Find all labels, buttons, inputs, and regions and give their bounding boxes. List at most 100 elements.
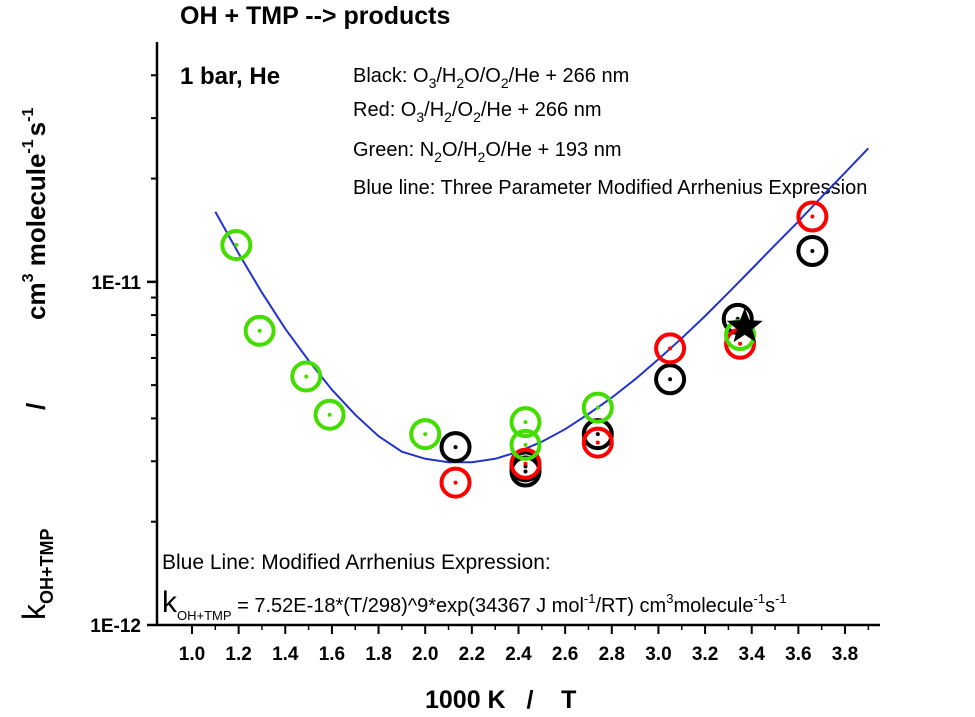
- star-marker: [726, 307, 763, 343]
- legend-line: Green: N2O/H2O/He + 193 nm: [353, 139, 622, 165]
- data-point: [654, 363, 687, 396]
- data-point: [509, 428, 542, 461]
- data-point-dot: [595, 405, 600, 410]
- y-axis-units-s: s: [21, 122, 51, 136]
- data-point-ring: [243, 314, 276, 347]
- legend-subscript: 3: [429, 75, 437, 91]
- legend-subscript: 2: [434, 149, 442, 165]
- data-point-dot: [738, 341, 743, 346]
- chart-title: OH + TMP --> products: [180, 2, 450, 30]
- data-point: [796, 200, 829, 233]
- x-tick-label: 3.2: [692, 644, 718, 665]
- x-tick-label: 1.0: [179, 644, 205, 665]
- data-point-dot: [810, 214, 815, 219]
- legend-text: O/H: [442, 139, 478, 161]
- chart-subtitle: 1 bar, He: [180, 63, 280, 90]
- x-axis-title: 1000 K / T: [425, 686, 576, 714]
- data-point: [796, 235, 829, 268]
- data-point-dot: [523, 442, 528, 447]
- annotation-line2: kOH+TMP = 7.52E-18*(T/298)^9*exp(34367 J…: [162, 586, 787, 623]
- x-tick-label: 2.0: [412, 644, 438, 665]
- legend-text: O/O: [464, 65, 501, 87]
- data-point-dot: [304, 374, 309, 379]
- data-point: [220, 229, 253, 262]
- y-axis-units-molecule: molecule: [21, 154, 51, 274]
- data-point: [313, 398, 346, 431]
- data-point-dot: [327, 412, 332, 417]
- data-point-dot: [523, 420, 528, 425]
- y-axis-units-exp3: 3: [20, 273, 37, 282]
- data-point-dot: [668, 377, 673, 382]
- svg-text:cm3 molecule-1s-1: cm3 molecule-1s-1: [20, 108, 51, 320]
- legend-subscript: 2: [444, 109, 452, 125]
- legend-subscript: 2: [478, 149, 486, 165]
- data-point: [509, 447, 542, 480]
- data-point-ring: [290, 360, 323, 393]
- legend-text: Red: O: [353, 99, 416, 121]
- y-tick-label: 1E-11: [91, 273, 141, 294]
- x-tick-label: 3.0: [645, 644, 671, 665]
- data-point: [243, 314, 276, 347]
- data-point-dot: [257, 328, 262, 333]
- x-axis-ticks: 1.0 1.2 1.4 1.6 1.8 2.0 2.2 2.4 2.6 2.8 3.0 3.2 3.4 3…: [179, 625, 870, 665]
- data-point-dot: [810, 249, 815, 254]
- x-tick-label: 3.8: [832, 644, 858, 665]
- x-tick-label: 1.4: [272, 644, 299, 665]
- legend-text: Black: O: [353, 65, 429, 87]
- legend-line: Red: O3/H2/O2/He + 266 nm: [353, 99, 602, 125]
- data-point-ring: [409, 418, 442, 451]
- annotation-sup3: -1: [754, 591, 766, 606]
- data-point: [409, 418, 442, 451]
- x-tick-label: 2.6: [552, 644, 578, 665]
- legend-line: Blue line: Three Parameter Modified Arrh…: [353, 177, 867, 199]
- legend-text: /He + 266 nm: [509, 65, 630, 87]
- data-point: [581, 426, 614, 459]
- x-tick-label: 2.2: [459, 644, 485, 665]
- annotation-eq: = 7.52E-18*(T/298)^9*exp(34367 J mol: [232, 595, 584, 617]
- annotation-mid: /RT) cm: [595, 595, 666, 617]
- data-markers: [220, 200, 829, 499]
- fit-line: [214, 147, 870, 464]
- annotation-line1: Blue Line: Modified Arrhenius Expression…: [162, 551, 551, 574]
- data-point-ring: [654, 332, 687, 365]
- x-tick-label: 1.6: [319, 644, 345, 665]
- legend-subscript: 2: [501, 75, 509, 91]
- legend-subscript: 2: [456, 75, 464, 91]
- y-axis-ticks: 1E-12 1E-11: [90, 74, 157, 637]
- legend-text: Blue line: Three Parameter Modified Arrh…: [353, 177, 867, 199]
- data-point-dot: [523, 461, 528, 466]
- annotation-mid2: molecule: [673, 595, 753, 617]
- annotation-k: k: [162, 586, 178, 619]
- annotation-sup1: -1: [584, 591, 596, 606]
- annotation-sup4: -1: [775, 591, 787, 606]
- legend-text: O/He + 193 nm: [485, 139, 621, 161]
- legend-line: Black: O3/H2O/O2/He + 266 nm: [353, 65, 629, 91]
- data-point-ring: [796, 200, 829, 233]
- data-point-dot: [234, 243, 239, 248]
- data-point-dot: [453, 445, 458, 450]
- y-axis-k-sub: OH+TMP: [37, 528, 57, 604]
- data-point: [290, 360, 323, 393]
- legend-text: /O: [452, 99, 473, 121]
- data-point-ring: [313, 398, 346, 431]
- x-tick-label: 3.6: [785, 644, 811, 665]
- y-axis-title: kOH+TMP / cm3 molecule-1s-1: [16, 108, 57, 620]
- data-point: [509, 406, 542, 439]
- x-tick-label: 1.8: [365, 644, 391, 665]
- data-point-ring: [509, 428, 542, 461]
- legend-subscript: 3: [416, 109, 424, 125]
- data-point-ring: [439, 431, 472, 464]
- legend-text: /H: [424, 99, 444, 121]
- data-point-ring: [581, 426, 614, 459]
- data-point-ring: [796, 235, 829, 268]
- data-point-dot: [595, 440, 600, 445]
- y-axis-slash: /: [21, 403, 51, 410]
- data-point: [581, 391, 614, 424]
- svg-text:kOH+TMP: kOH+TMP: [16, 528, 57, 620]
- y-axis-units-exp-1b: -1: [20, 108, 37, 122]
- legend-text: /H: [436, 65, 456, 87]
- data-point-dot: [523, 469, 528, 474]
- data-point-dot: [668, 346, 673, 351]
